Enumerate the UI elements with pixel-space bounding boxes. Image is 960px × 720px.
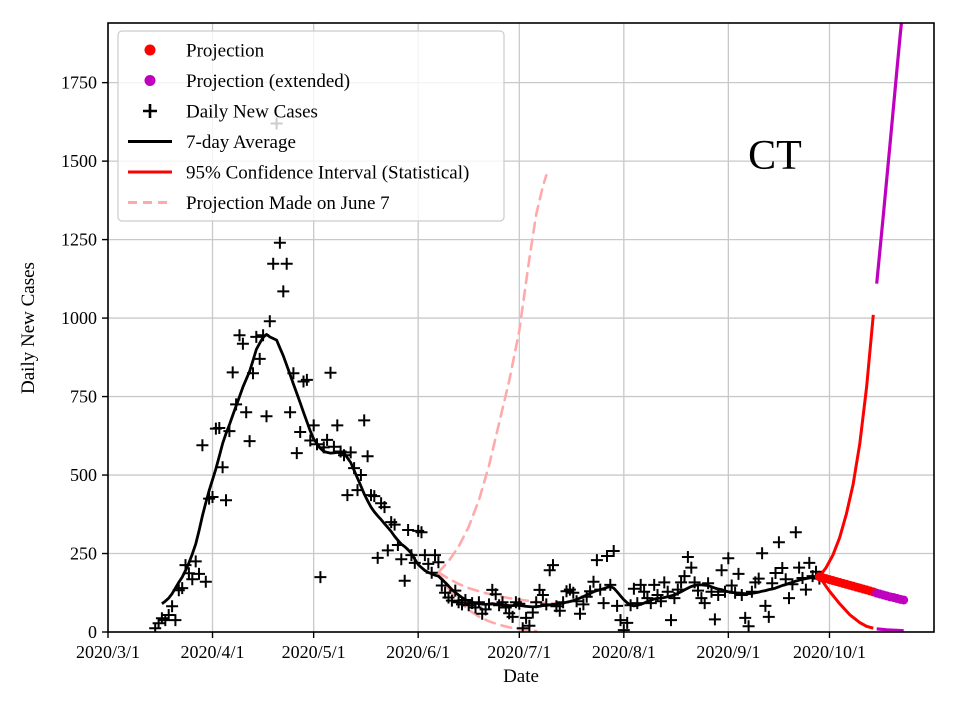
y-tick-label: 1750 (61, 73, 97, 93)
y-tick-label: 1250 (61, 230, 97, 250)
legend-item-label: 7-day Average (186, 132, 296, 153)
x-axis-label: Date (503, 666, 539, 687)
x-tick-label: 2020/3/1 (76, 642, 140, 662)
tick-marks (102, 81, 831, 638)
legend-marker-dot (144, 75, 156, 86)
y-tick-label: 500 (70, 465, 97, 485)
legend-item-label: Projection (186, 41, 265, 62)
legend-item-label: Projection (extended) (186, 71, 350, 92)
legend-box (117, 30, 505, 222)
june7-projection-upper (437, 174, 548, 574)
x-tick-label: 2020/10/1 (793, 642, 866, 662)
y-tick-label: 250 (70, 544, 97, 564)
x-tick-label: 2020/8/1 (592, 642, 656, 662)
y-tick-labels: 0 250 500 750 1000 1250 1500 1750 (61, 73, 97, 642)
legend-marker-dot (144, 44, 156, 56)
ci-lower-line (818, 575, 874, 630)
x-tick-label: 2020/9/1 (696, 642, 760, 662)
y-tick-label: 1000 (61, 308, 97, 328)
ci-lower-extended-line (876, 627, 904, 632)
state-annotation: CT (748, 133, 802, 179)
x-tick-label: 2020/7/1 (487, 642, 551, 662)
ci-upper-line (818, 314, 875, 578)
legend: Projection Projection (extended) Daily New… (117, 30, 505, 222)
legend-item-label: 95% Confidence Interval (Statistical) (186, 163, 469, 184)
y-tick-label: 750 (70, 387, 97, 407)
ci-upper-extended-line (875, 23, 904, 284)
legend-item-label: Projection Made on June 7 (186, 193, 390, 214)
projection-dots (814, 572, 878, 597)
legend-marker-plus (143, 104, 157, 118)
x-tick-label: 2020/6/1 (386, 642, 450, 662)
y-tick-label: 0 (88, 622, 97, 642)
plot-border (107, 22, 935, 633)
y-axis-label: Daily New Cases (18, 262, 39, 394)
x-tick-labels: 2020/3/1 2020/4/1 2020/5/1 2020/6/1 2020/7/1… (76, 642, 866, 662)
x-tick-label: 2020/4/1 (181, 642, 245, 662)
daily-cases-scatter (149, 117, 826, 632)
projection-extended-dots (872, 588, 909, 605)
x-tick-label: 2020/5/1 (282, 642, 346, 662)
legend-item-label: Daily New Cases (186, 102, 318, 123)
y-tick-label: 1500 (61, 151, 97, 171)
